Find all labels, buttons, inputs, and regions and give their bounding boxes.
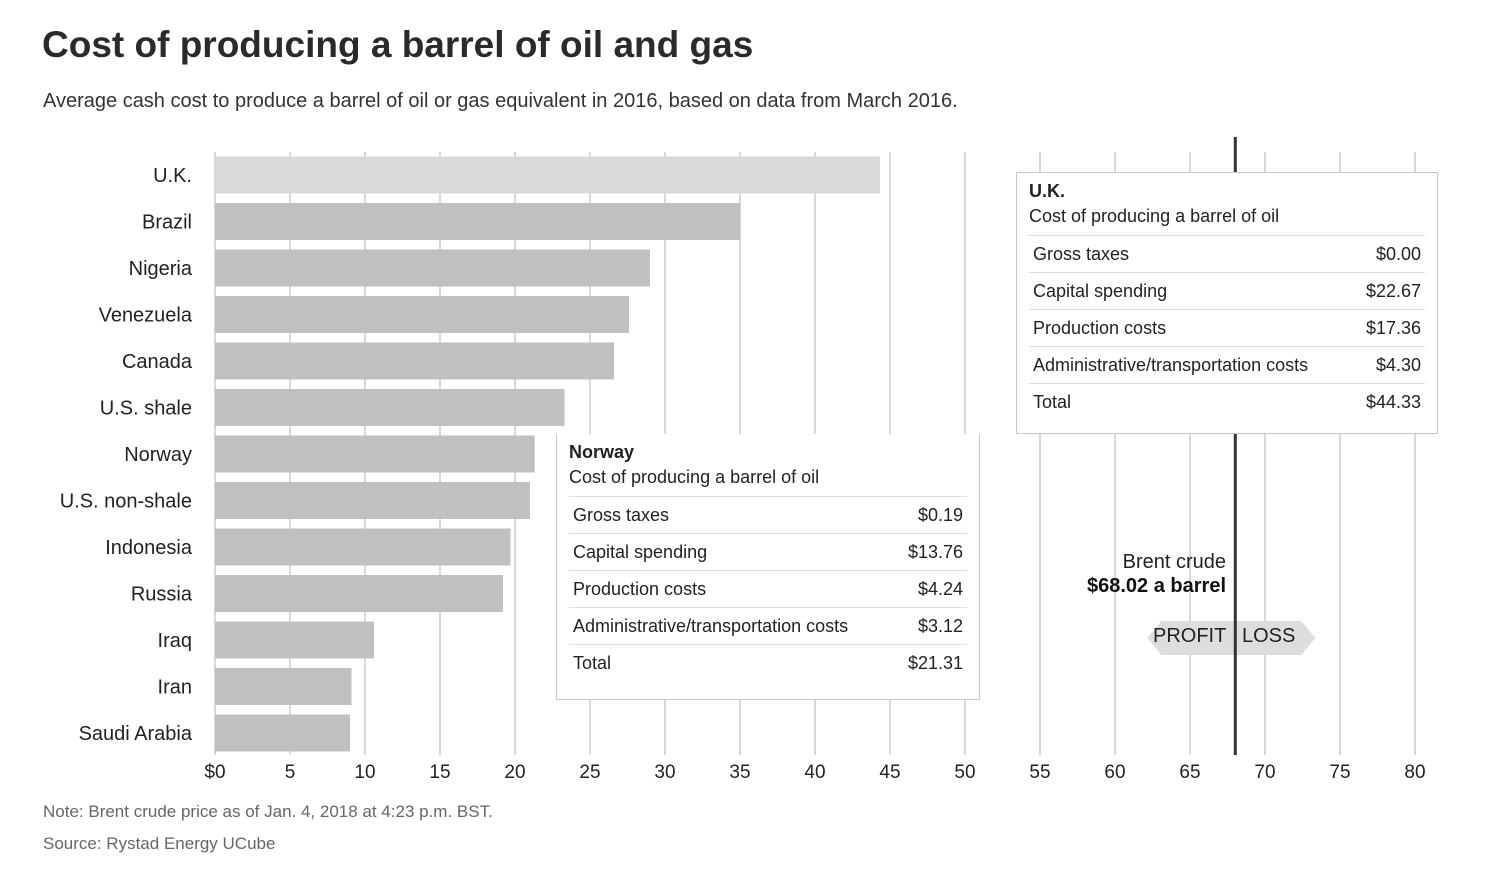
category-label: Indonesia xyxy=(105,537,193,559)
bars xyxy=(215,156,880,752)
x-tick-label: 25 xyxy=(579,762,600,783)
bar[interactable] xyxy=(215,203,740,240)
row-value: $22.67 xyxy=(1365,281,1421,301)
row-value: $17.36 xyxy=(1365,318,1421,338)
row-label: Production costs xyxy=(573,579,707,599)
row-label: Administrative/transportation costs xyxy=(573,616,849,636)
norway-tooltip: Norway Cost of producing a barrel of oil… xyxy=(556,434,980,700)
chart-title: Cost of producing a barrel of oil and ga… xyxy=(42,24,754,65)
bar[interactable] xyxy=(215,435,535,473)
x-tick-label: 75 xyxy=(1329,762,1350,783)
bar[interactable] xyxy=(215,621,374,659)
category-label: Iraq xyxy=(158,630,192,652)
category-label: Nigeria xyxy=(129,258,193,280)
x-tick-label: 5 xyxy=(285,762,296,783)
row-value: $4.30 xyxy=(1375,355,1421,375)
bar[interactable] xyxy=(215,482,530,519)
tooltip-row-total: Total $44.33 xyxy=(1029,384,1425,420)
tooltip-caption: Cost of producing a barrel of oil xyxy=(1029,206,1425,236)
tooltip-row-capital-spending: Capital spending $22.67 xyxy=(1029,273,1425,310)
bar[interactable] xyxy=(215,528,511,566)
category-label: U.S. shale xyxy=(100,398,192,420)
x-tick-label: 10 xyxy=(354,762,375,783)
category-label: U.S. non-shale xyxy=(60,491,192,513)
row-label: Administrative/transportation costs xyxy=(1033,355,1309,375)
brent-value-label: $68.02 a barrel xyxy=(1087,575,1226,597)
row-value: $4.24 xyxy=(917,579,963,599)
brent-label: Brent crude xyxy=(1122,551,1226,573)
row-label: Total xyxy=(1033,392,1072,412)
bar[interactable] xyxy=(215,296,629,333)
row-value: $0.19 xyxy=(917,505,963,525)
tooltip-row-production-costs: Production costs $17.36 xyxy=(1029,310,1425,347)
x-tick-label: 60 xyxy=(1104,762,1125,783)
row-value: $3.12 xyxy=(917,616,963,636)
tooltip-row-total: Total $21.31 xyxy=(569,645,967,681)
category-label: Russia xyxy=(131,584,193,606)
bar[interactable] xyxy=(215,156,880,194)
row-label: Gross taxes xyxy=(1033,244,1130,264)
category-label: Norway xyxy=(124,444,192,466)
chart-source: Source: Rystad Energy UCube xyxy=(43,834,276,853)
x-tick-labels: $0 5 10 15 20 25 30 35 40 45 50 55 60 65 70 75 80 xyxy=(204,762,1425,783)
tooltip-row-gross-taxes: Gross taxes $0.00 xyxy=(1029,236,1425,273)
row-label: Production costs xyxy=(1033,318,1167,338)
row-value: $13.76 xyxy=(907,542,963,562)
row-value: $21.31 xyxy=(907,653,963,673)
x-tick-label: 65 xyxy=(1179,762,1200,783)
bar[interactable] xyxy=(215,389,565,426)
row-label: Total xyxy=(573,653,612,673)
row-label: Capital spending xyxy=(1033,281,1168,301)
category-label: Canada xyxy=(122,351,193,373)
x-tick-label: 40 xyxy=(804,762,825,783)
row-value: $0.00 xyxy=(1375,244,1421,264)
category-label: Saudi Arabia xyxy=(79,723,193,745)
tooltip-row-gross-taxes: Gross taxes $0.19 xyxy=(569,497,967,534)
row-label: Gross taxes xyxy=(573,505,670,525)
x-tick-label: 45 xyxy=(879,762,900,783)
x-tick-label: 55 xyxy=(1029,762,1050,783)
profit-label: PROFIT xyxy=(1153,625,1227,647)
category-label: Iran xyxy=(158,677,192,699)
bar[interactable] xyxy=(215,668,352,705)
chart-subtitle: Average cash cost to produce a barrel of… xyxy=(43,90,958,112)
tooltip-row-admin-costs: Administrative/transportation costs $4.30 xyxy=(1029,347,1425,384)
tooltip-row-production-costs: Production costs $4.24 xyxy=(569,571,967,608)
uk-tooltip: U.K. Cost of producing a barrel of oil G… xyxy=(1016,172,1438,434)
tooltip-caption: Cost of producing a barrel of oil xyxy=(569,467,967,497)
category-label: U.K. xyxy=(153,165,192,187)
x-tick-label: 50 xyxy=(954,762,975,783)
tooltip-country: Norway xyxy=(569,442,635,462)
bar[interactable] xyxy=(215,342,614,380)
x-tick-label: 15 xyxy=(429,762,450,783)
loss-label: LOSS xyxy=(1242,625,1296,647)
x-tick-label: 70 xyxy=(1254,762,1275,783)
category-label: Venezuela xyxy=(99,305,193,327)
row-value: $44.33 xyxy=(1365,392,1421,412)
x-tick-label: $0 xyxy=(204,762,225,783)
chart-note: Note: Brent crude price as of Jan. 4, 20… xyxy=(43,802,493,821)
bar[interactable] xyxy=(215,714,350,752)
x-tick-label: 30 xyxy=(654,762,675,783)
x-tick-label: 80 xyxy=(1404,762,1425,783)
profit-loss-arrow xyxy=(1147,621,1316,655)
category-labels: U.K. Brazil Nigeria Venezuela Canada U.S. sha… xyxy=(60,165,193,745)
bar[interactable] xyxy=(215,249,650,287)
x-tick-label: 20 xyxy=(504,762,525,783)
tooltip-row-admin-costs: Administrative/transportation costs $3.12 xyxy=(569,608,967,645)
category-label: Brazil xyxy=(142,212,192,234)
x-tick-label: 35 xyxy=(729,762,750,783)
bar[interactable] xyxy=(215,575,503,612)
row-label: Capital spending xyxy=(573,542,708,562)
tooltip-country: U.K. xyxy=(1029,181,1065,201)
tooltip-row-capital-spending: Capital spending $13.76 xyxy=(569,534,967,571)
